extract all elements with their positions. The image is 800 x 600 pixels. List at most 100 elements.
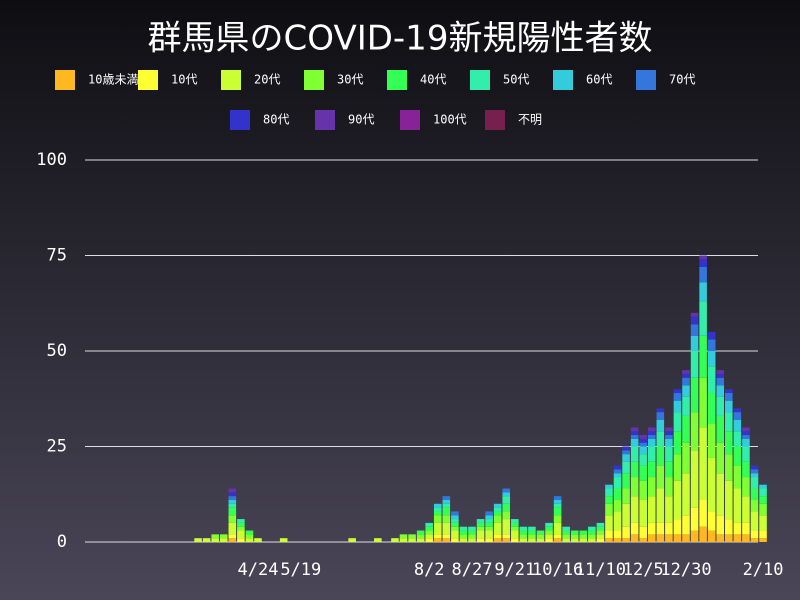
bar-segment [553, 538, 562, 542]
bar-segment [528, 530, 536, 535]
bar-segment [502, 503, 511, 512]
bar-segment [228, 538, 237, 542]
bar-segment [639, 454, 647, 466]
bar-segment [639, 499, 647, 527]
bar-segment [254, 538, 262, 542]
y-tick-label: 100 [36, 150, 67, 170]
bar-segment [596, 526, 605, 531]
bar-segment [699, 266, 707, 283]
bar-segment [605, 488, 613, 497]
bar-segment [553, 522, 562, 535]
bar-segment [690, 507, 699, 531]
bar-segment [485, 526, 493, 531]
bar-segment [468, 534, 476, 539]
legend-label: 100代 [433, 113, 467, 127]
bar-segment [442, 515, 451, 523]
bar-segment [588, 526, 596, 531]
bar-segment [237, 538, 245, 542]
bar-segment [553, 496, 562, 500]
bar-segment [725, 412, 733, 432]
y-tick-label: 25 [47, 437, 67, 457]
bar-segment [742, 522, 750, 535]
legend-label: 90代 [348, 113, 374, 127]
bar-segment [699, 526, 707, 542]
bar-segment [665, 438, 673, 447]
bar-segment [707, 511, 716, 531]
bar-segment [647, 446, 656, 462]
bar-segment [750, 473, 759, 478]
bar-segment [451, 511, 459, 516]
bar-segment [451, 526, 459, 531]
bar-segment [622, 473, 630, 489]
bar-segment [699, 282, 707, 302]
bar-segment [750, 477, 759, 489]
bar-segment [433, 511, 442, 516]
bar-segment [707, 351, 716, 367]
bar-segment [673, 389, 682, 394]
bar-segment [545, 530, 553, 535]
bar-segment [716, 385, 725, 397]
bar-segment [673, 393, 682, 401]
bar-segment [433, 503, 442, 508]
bar-segment [519, 526, 528, 531]
bar-segment [493, 538, 502, 542]
bar-segment [750, 538, 759, 542]
legend-swatch [55, 70, 75, 90]
bar-segment [639, 480, 647, 500]
bar-segment [665, 477, 673, 497]
legend-label: 40代 [420, 73, 446, 87]
bar-segment [596, 530, 605, 535]
bar-segment [502, 534, 511, 539]
bar-segment [673, 519, 682, 535]
bar-segment [699, 377, 707, 428]
bar-segment [485, 522, 493, 527]
bar-segment [476, 530, 485, 539]
bar-segment [502, 511, 511, 520]
bar-segment [493, 534, 502, 539]
bar-segment [536, 538, 545, 542]
bar-segment [647, 427, 656, 432]
legend-swatch [400, 110, 420, 130]
legend-label: 50代 [503, 73, 529, 87]
bar-segment [605, 530, 613, 539]
bar-segment [656, 534, 665, 542]
bar-segment [647, 461, 656, 478]
bar-segment [570, 530, 579, 535]
bar-segment [630, 427, 639, 432]
x-tick-label: 11/10 [575, 560, 626, 580]
bar-segment [647, 477, 656, 497]
bar-segment [699, 427, 707, 500]
bar-segment [630, 435, 639, 439]
bar-segment [511, 538, 519, 542]
bar-segment [647, 438, 656, 447]
bar-segment [374, 538, 382, 542]
bar-segment [759, 515, 767, 531]
bar-segment [459, 534, 468, 539]
bar-segment [716, 373, 725, 378]
bar-segment [485, 511, 493, 516]
bar-segment [725, 534, 733, 542]
bar-segment [202, 538, 211, 542]
bar-segment [596, 522, 605, 527]
bar-segment [493, 511, 502, 516]
bar-segment [605, 496, 613, 504]
y-tick-label: 50 [47, 341, 67, 361]
x-tick-label: 2/10 [743, 560, 784, 580]
bar-segment [647, 496, 656, 523]
bar-segment [759, 530, 767, 539]
bar-segment [725, 480, 733, 520]
bar-segment [519, 530, 528, 535]
bar-segment [399, 538, 408, 542]
bar-segment [656, 408, 665, 413]
bar-segment [656, 488, 665, 523]
bar-segment [459, 538, 468, 542]
bar-segment [442, 499, 451, 504]
bar-segment [442, 503, 451, 508]
bar-segment [219, 534, 228, 539]
bar-segment [750, 469, 759, 474]
bar-segment [622, 503, 630, 527]
bar-segment [408, 538, 416, 542]
bar-segment [570, 538, 579, 542]
bar-segment [194, 538, 202, 542]
